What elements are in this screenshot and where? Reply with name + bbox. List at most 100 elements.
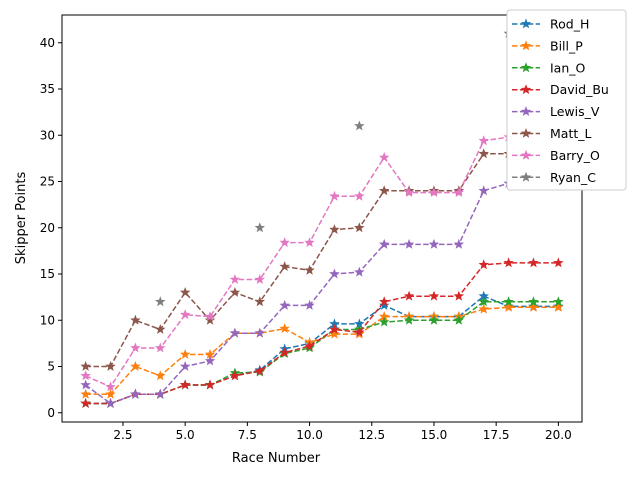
data-point (453, 238, 465, 249)
data-point (329, 328, 340, 339)
series-line (85, 301, 559, 405)
y-tick-label: 20 (40, 221, 55, 235)
legend-label: Barry_O (550, 148, 600, 163)
y-axis-label: Skipper Points (14, 172, 29, 265)
data-point (453, 187, 465, 197)
data-point (478, 290, 489, 301)
data-point (478, 259, 489, 270)
data-point (304, 264, 315, 275)
data-point (130, 361, 141, 371)
data-point (304, 340, 315, 351)
series-line (85, 136, 559, 388)
y-tick-label: 30 (40, 128, 55, 142)
data-point (105, 361, 116, 371)
data-point (155, 388, 166, 399)
data-point (304, 299, 315, 310)
series-Barry_O (80, 131, 564, 392)
data-point (379, 296, 390, 307)
x-tick-label: 15.0 (421, 428, 448, 442)
legend-label: Ian_O (550, 60, 586, 75)
y-tick-label: 15 (40, 267, 55, 281)
x-axis: 2.5 5.0 7.5 10.0 12.5 15.0 17.5 20.0 (113, 422, 572, 442)
data-point (229, 287, 241, 297)
data-point (254, 222, 265, 233)
legend-item: Rod_H (512, 17, 589, 32)
legend-label: David_Bu (550, 82, 609, 97)
series-line (85, 306, 559, 396)
data-point (130, 342, 141, 353)
legend-marker (520, 18, 532, 29)
x-axis-label: Race Number (232, 451, 321, 466)
legend-item: Bill_P (512, 38, 583, 53)
y-tick-label: 35 (40, 82, 55, 96)
legend-item: Matt_L (512, 126, 591, 141)
legend-item: David_Bu (512, 82, 609, 97)
y-tick-label: 0 (47, 406, 55, 420)
series-Bill_P (80, 301, 564, 399)
data-point (379, 185, 390, 196)
data-point (453, 290, 465, 301)
data-point (354, 190, 365, 201)
data-point (379, 316, 390, 327)
data-point (403, 238, 415, 249)
data-point (155, 370, 166, 381)
legend-marker (520, 128, 532, 138)
data-point (279, 237, 290, 247)
data-point (130, 314, 141, 325)
data-point (354, 318, 365, 329)
legend-marker (520, 171, 532, 182)
legend-item: Barry_O (512, 148, 600, 163)
data-point (428, 238, 440, 249)
data-point (179, 287, 191, 297)
data-point (503, 296, 514, 307)
data-point (279, 261, 290, 271)
y-tick-label: 10 (40, 313, 55, 327)
data-point (553, 257, 564, 268)
data-point (254, 365, 265, 376)
data-point (204, 355, 216, 366)
data-point (179, 379, 191, 390)
data-point (428, 187, 440, 197)
data-point (478, 185, 489, 196)
legend-marker (520, 106, 532, 116)
data-point (379, 151, 390, 162)
series-Ian_O (80, 296, 564, 408)
data-point (329, 224, 340, 234)
data-point (155, 342, 166, 353)
data-point (254, 327, 265, 338)
data-point (179, 349, 191, 359)
x-tick-label: 20.0 (545, 428, 572, 442)
series-Ryan_C (155, 28, 564, 307)
data-point (354, 266, 365, 277)
data-point (329, 190, 340, 201)
plot-frame (61, 14, 583, 423)
legend-label: Ryan_C (550, 170, 596, 185)
data-point (179, 361, 191, 371)
legend-label: Matt_L (550, 126, 591, 141)
data-point (80, 398, 91, 408)
data-point (478, 135, 489, 146)
data-point (105, 381, 116, 392)
x-tick-label: 10.0 (296, 428, 323, 442)
series-line (85, 153, 559, 368)
legend-frame (506, 9, 627, 191)
data-point (329, 268, 340, 279)
data-point (204, 314, 216, 325)
y-tick-label: 25 (40, 175, 55, 189)
data-point (354, 222, 365, 233)
data-point (229, 370, 241, 381)
data-point (503, 257, 514, 268)
legend-label: Bill_P (550, 38, 583, 53)
data-point (503, 301, 514, 312)
legend-item: Lewis_V (512, 104, 600, 119)
data-point (553, 296, 564, 307)
data-point (354, 326, 365, 337)
data-point (403, 187, 415, 197)
data-point (478, 296, 489, 307)
y-tick-label: 5 (47, 360, 55, 374)
legend-marker (520, 84, 532, 95)
data-point (204, 311, 216, 321)
x-tick-label: 12.5 (358, 428, 385, 442)
legend-marker (520, 149, 532, 160)
